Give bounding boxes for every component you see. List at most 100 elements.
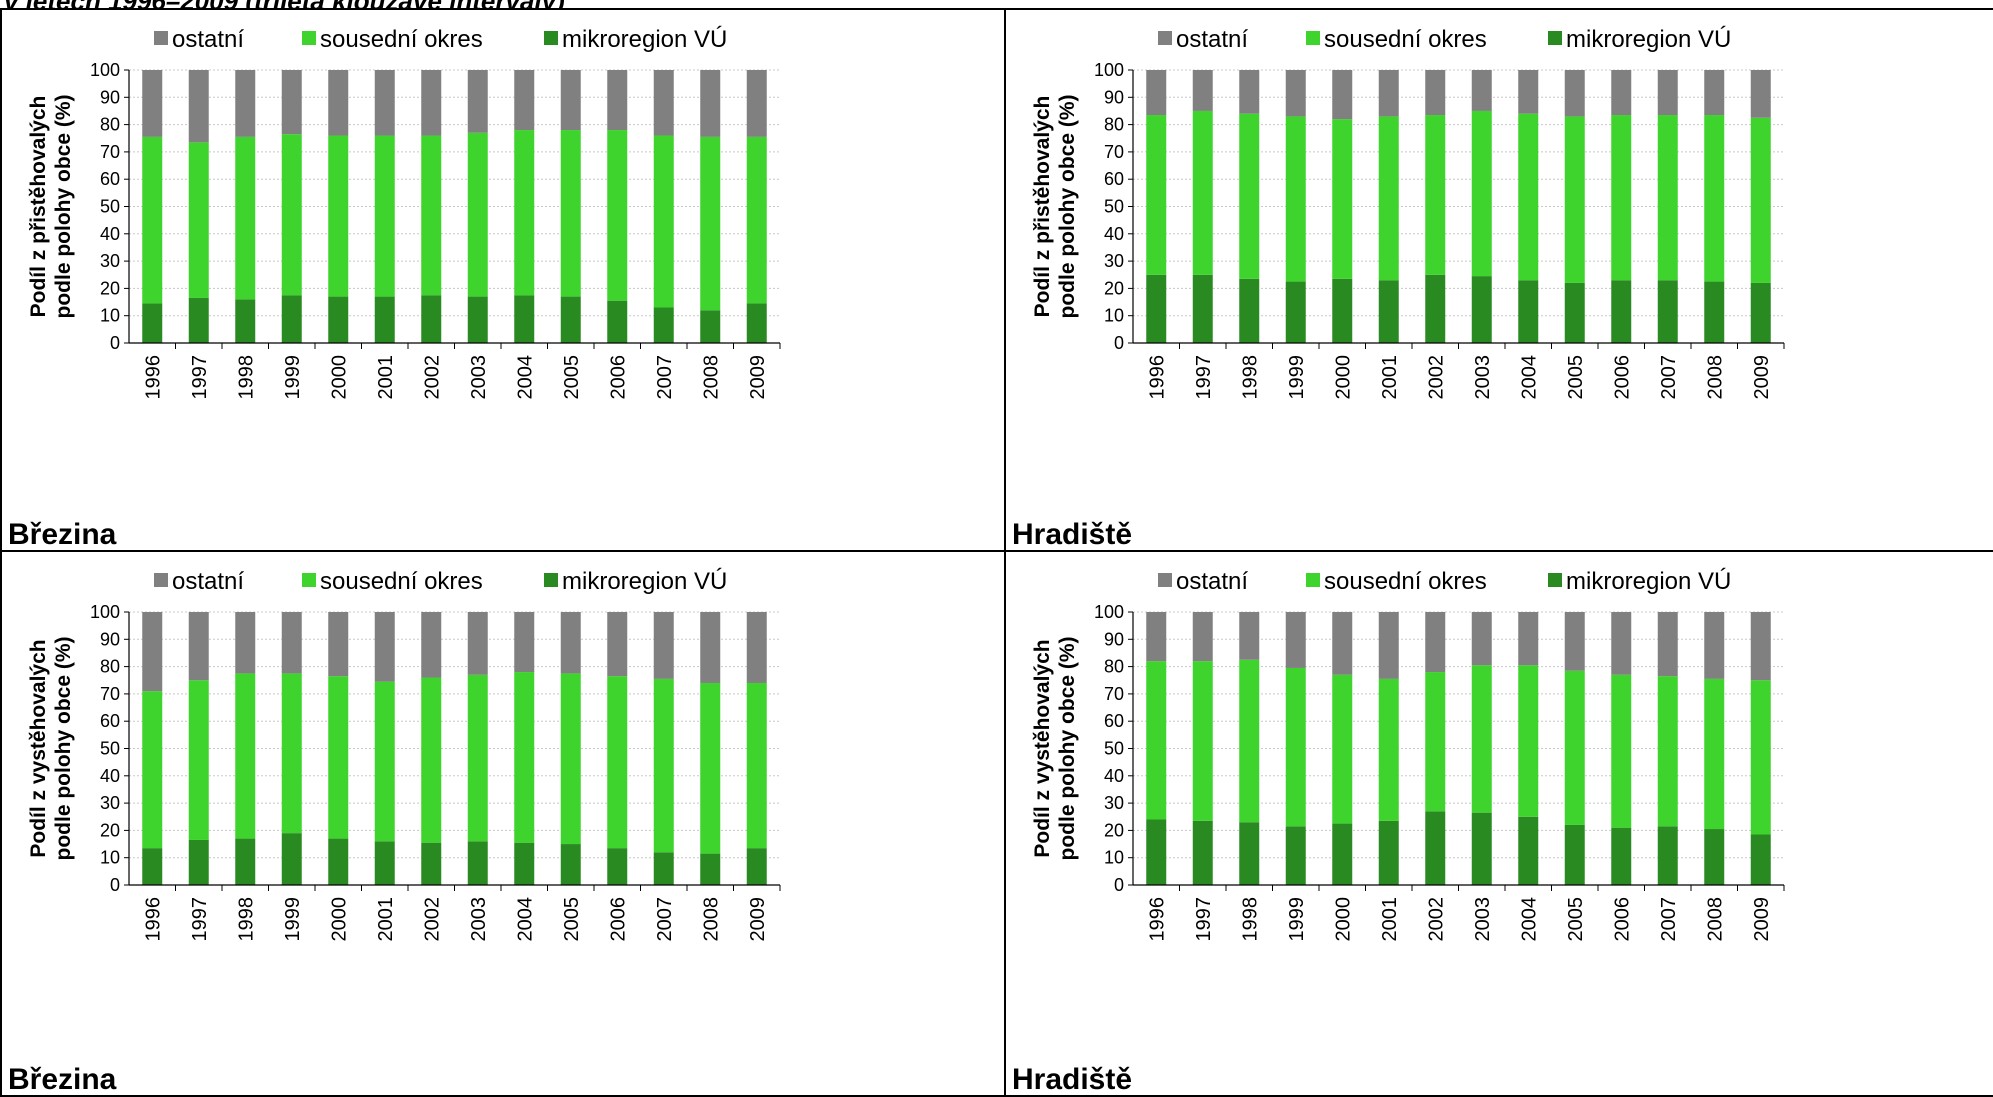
y-tick-label: 90	[1104, 87, 1124, 107]
bar-segment	[374, 296, 395, 343]
bar-segment	[1378, 116, 1399, 281]
legend-swatch	[544, 31, 558, 45]
x-tick-label: 2005	[1565, 355, 1587, 400]
y-tick-label: 10	[1104, 848, 1124, 868]
legend-label: mikroregion VÚ	[1566, 568, 1731, 595]
bar-segment	[1471, 276, 1492, 343]
bar-segment	[1518, 665, 1539, 817]
bar-segment	[421, 70, 442, 136]
bar-segment	[1704, 612, 1725, 679]
bar-segment	[235, 136, 256, 300]
y-axis-title-line2: podle polohy obce (%)	[52, 95, 75, 319]
bar-segment	[607, 70, 628, 131]
bar-segment	[1425, 612, 1446, 673]
bar-segment	[328, 612, 349, 677]
bar-segment	[1285, 612, 1306, 668]
legend-swatch	[302, 31, 316, 45]
bar-segment	[607, 848, 628, 885]
panel-label: Hradiště	[1012, 518, 1133, 551]
bar-segment	[514, 612, 535, 673]
y-tick-label: 40	[1104, 766, 1124, 786]
y-tick-label: 100	[1094, 602, 1124, 622]
bar-segment	[514, 672, 535, 843]
legend-label: mikroregion VÚ	[562, 568, 727, 595]
bar-segment	[235, 838, 256, 885]
bar-segment	[421, 135, 442, 296]
bar-segment	[421, 295, 442, 343]
bar-segment	[142, 848, 163, 885]
bar-segment	[328, 70, 349, 136]
y-axis-title-line1: Podíl z vystěhovalých	[27, 639, 50, 857]
bar-segment	[1285, 281, 1306, 343]
bar-segment	[1378, 820, 1399, 885]
x-tick-label: 2009	[747, 897, 769, 942]
bar-segment	[746, 70, 767, 137]
chart-svg: 0 10 20 30 40 50 60 70 80 90 100 1996 1997 1998 1999 20…	[1031, 26, 1785, 400]
x-tick-label: 2007	[654, 897, 676, 942]
bar-segment	[421, 677, 442, 843]
bar-segment	[1750, 834, 1771, 885]
bar-segment	[1192, 274, 1213, 343]
y-tick-label: 90	[100, 87, 120, 107]
y-tick-label: 0	[110, 333, 120, 353]
bar-segment	[1704, 678, 1725, 830]
bar-segment	[1564, 824, 1585, 885]
bar-segment	[1750, 612, 1771, 681]
bar-segment	[700, 70, 721, 137]
bar-segment	[281, 295, 302, 343]
bar-segment	[188, 297, 209, 343]
bar-segment	[1704, 829, 1725, 885]
bar-segment	[700, 310, 721, 343]
x-tick-label: 2008	[700, 897, 722, 942]
x-tick-label: 2000	[328, 355, 350, 400]
bar-segment	[1611, 115, 1632, 281]
bar-segment	[374, 612, 395, 682]
chart-panel-brezina-out: 0 10 20 30 40 50 60 70 80 90 100 1996 1997 1998 1999 20…	[0, 550, 1006, 1097]
x-tick-label: 2006	[1611, 355, 1633, 400]
bar-segment	[514, 70, 535, 131]
bar-segment	[328, 676, 349, 839]
bar-segment	[235, 612, 256, 674]
bar-segment	[281, 673, 302, 834]
panel-label: Hradiště	[1012, 1063, 1133, 1096]
bar-segment	[142, 70, 163, 137]
y-tick-label: 0	[1114, 875, 1124, 895]
x-tick-label: 2001	[1379, 897, 1401, 942]
bar-segment	[653, 70, 674, 136]
x-tick-label: 2002	[421, 897, 443, 942]
x-tick-label: 1997	[189, 355, 211, 400]
legend-label: sousední okres	[320, 568, 483, 595]
bar-segment	[1192, 110, 1213, 275]
y-tick-label: 40	[100, 224, 120, 244]
bar-segment	[1425, 811, 1446, 885]
bar-segment	[1750, 282, 1771, 343]
bar-segment	[560, 296, 581, 343]
y-tick-label: 60	[1104, 711, 1124, 731]
legend-swatch	[154, 31, 168, 45]
legend-label: mikroregion VÚ	[1566, 26, 1731, 53]
bar-segment	[1332, 119, 1353, 279]
bar-segment	[188, 142, 209, 298]
chart-svg: 0 10 20 30 40 50 60 70 80 90 100 1996 1997 1998 1999 20…	[27, 26, 781, 400]
y-tick-label: 20	[1104, 820, 1124, 840]
bar-segment	[1704, 281, 1725, 343]
legend-swatch	[302, 573, 316, 587]
y-tick-label: 30	[1104, 251, 1124, 271]
bar-segment	[1471, 612, 1492, 666]
bar-segment	[746, 682, 767, 849]
x-tick-label: 2001	[375, 897, 397, 942]
bar-segment	[1611, 674, 1632, 828]
y-tick-label: 30	[100, 251, 120, 271]
y-tick-label: 0	[110, 875, 120, 895]
bar-segment	[653, 307, 674, 343]
y-tick-label: 50	[1104, 197, 1124, 217]
bar-segment	[514, 295, 535, 343]
y-tick-label: 40	[100, 766, 120, 786]
bar-segment	[1239, 612, 1260, 660]
bar-segment	[746, 136, 767, 304]
bar-segment	[1471, 110, 1492, 277]
bar-segment	[1518, 113, 1539, 281]
x-tick-label: 1999	[1286, 897, 1308, 942]
x-tick-label: 2004	[1518, 355, 1540, 400]
bar-segment	[653, 852, 674, 885]
